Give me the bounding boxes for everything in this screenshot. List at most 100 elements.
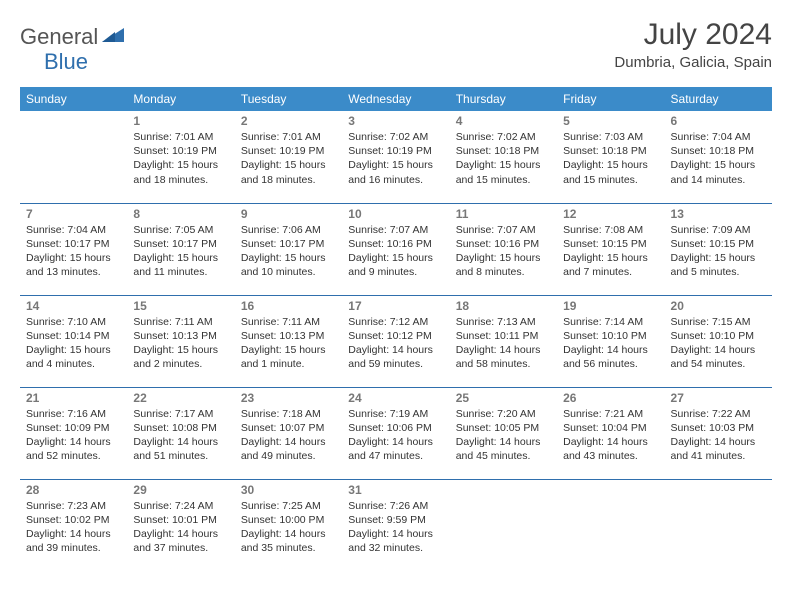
calendar-cell: 10Sunrise: 7:07 AMSunset: 10:16 PMDaylig… <box>342 203 449 295</box>
day-dl1: Daylight: 15 hours <box>133 343 228 357</box>
day-sr: Sunrise: 7:13 AM <box>456 315 551 329</box>
day-dl1: Daylight: 14 hours <box>456 435 551 449</box>
day-ss: Sunset: 10:17 PM <box>133 237 228 251</box>
calendar-row: 1Sunrise: 7:01 AMSunset: 10:19 PMDayligh… <box>20 111 772 203</box>
day-sr: Sunrise: 7:02 AM <box>348 130 443 144</box>
day-info: Sunrise: 7:02 AMSunset: 10:18 PMDaylight… <box>456 130 551 187</box>
day-info: Sunrise: 7:19 AMSunset: 10:06 PMDaylight… <box>348 407 443 464</box>
day-ss: Sunset: 10:17 PM <box>26 237 121 251</box>
calendar-cell: 30Sunrise: 7:25 AMSunset: 10:00 PMDaylig… <box>235 479 342 571</box>
day-dl2: and 51 minutes. <box>133 449 228 463</box>
day-dl2: and 52 minutes. <box>26 449 121 463</box>
day-info: Sunrise: 7:18 AMSunset: 10:07 PMDaylight… <box>241 407 336 464</box>
day-dl2: and 10 minutes. <box>241 265 336 279</box>
calendar-cell: 26Sunrise: 7:21 AMSunset: 10:04 PMDaylig… <box>557 387 664 479</box>
day-ss: Sunset: 10:10 PM <box>671 329 766 343</box>
day-dl2: and 18 minutes. <box>241 173 336 187</box>
day-dl1: Daylight: 14 hours <box>671 343 766 357</box>
calendar-cell: 13Sunrise: 7:09 AMSunset: 10:15 PMDaylig… <box>665 203 772 295</box>
day-info: Sunrise: 7:26 AMSunset: 9:59 PMDaylight:… <box>348 499 443 556</box>
day-sr: Sunrise: 7:10 AM <box>26 315 121 329</box>
calendar-cell: 7Sunrise: 7:04 AMSunset: 10:17 PMDayligh… <box>20 203 127 295</box>
day-info: Sunrise: 7:07 AMSunset: 10:16 PMDaylight… <box>456 223 551 280</box>
day-sr: Sunrise: 7:24 AM <box>133 499 228 513</box>
logo-text-general: General <box>20 24 98 50</box>
day-sr: Sunrise: 7:15 AM <box>671 315 766 329</box>
day-sr: Sunrise: 7:20 AM <box>456 407 551 421</box>
day-number: 4 <box>456 114 551 128</box>
day-ss: Sunset: 10:08 PM <box>133 421 228 435</box>
day-number: 11 <box>456 207 551 221</box>
day-dl1: Daylight: 15 hours <box>241 251 336 265</box>
day-dl2: and 18 minutes. <box>133 173 228 187</box>
day-dl2: and 14 minutes. <box>671 173 766 187</box>
day-dl1: Daylight: 15 hours <box>563 158 658 172</box>
calendar-cell: 5Sunrise: 7:03 AMSunset: 10:18 PMDayligh… <box>557 111 664 203</box>
day-info: Sunrise: 7:10 AMSunset: 10:14 PMDaylight… <box>26 315 121 372</box>
day-number: 26 <box>563 391 658 405</box>
day-ss: Sunset: 10:19 PM <box>241 144 336 158</box>
day-dl2: and 54 minutes. <box>671 357 766 371</box>
day-ss: Sunset: 10:18 PM <box>456 144 551 158</box>
day-number: 22 <box>133 391 228 405</box>
day-info: Sunrise: 7:20 AMSunset: 10:05 PMDaylight… <box>456 407 551 464</box>
day-info: Sunrise: 7:09 AMSunset: 10:15 PMDaylight… <box>671 223 766 280</box>
day-number: 18 <box>456 299 551 313</box>
day-ss: Sunset: 10:13 PM <box>241 329 336 343</box>
calendar-cell: 15Sunrise: 7:11 AMSunset: 10:13 PMDaylig… <box>127 295 234 387</box>
day-info: Sunrise: 7:01 AMSunset: 10:19 PMDaylight… <box>133 130 228 187</box>
day-info: Sunrise: 7:03 AMSunset: 10:18 PMDaylight… <box>563 130 658 187</box>
day-dl2: and 37 minutes. <box>133 541 228 555</box>
day-sr: Sunrise: 7:04 AM <box>26 223 121 237</box>
day-dl1: Daylight: 15 hours <box>26 251 121 265</box>
day-dl2: and 13 minutes. <box>26 265 121 279</box>
day-ss: Sunset: 10:19 PM <box>133 144 228 158</box>
day-dl2: and 35 minutes. <box>241 541 336 555</box>
day-sr: Sunrise: 7:09 AM <box>671 223 766 237</box>
weekday-header-row: Sunday Monday Tuesday Wednesday Thursday… <box>20 87 772 111</box>
day-sr: Sunrise: 7:14 AM <box>563 315 658 329</box>
day-info: Sunrise: 7:04 AMSunset: 10:17 PMDaylight… <box>26 223 121 280</box>
day-info: Sunrise: 7:06 AMSunset: 10:17 PMDaylight… <box>241 223 336 280</box>
calendar-cell: 6Sunrise: 7:04 AMSunset: 10:18 PMDayligh… <box>665 111 772 203</box>
day-number: 27 <box>671 391 766 405</box>
calendar-cell: 28Sunrise: 7:23 AMSunset: 10:02 PMDaylig… <box>20 479 127 571</box>
day-ss: Sunset: 10:16 PM <box>348 237 443 251</box>
day-dl1: Daylight: 14 hours <box>348 435 443 449</box>
calendar-cell: 17Sunrise: 7:12 AMSunset: 10:12 PMDaylig… <box>342 295 449 387</box>
calendar-cell <box>557 479 664 571</box>
day-info: Sunrise: 7:25 AMSunset: 10:00 PMDaylight… <box>241 499 336 556</box>
day-ss: Sunset: 10:10 PM <box>563 329 658 343</box>
calendar-cell: 3Sunrise: 7:02 AMSunset: 10:19 PMDayligh… <box>342 111 449 203</box>
day-ss: Sunset: 10:02 PM <box>26 513 121 527</box>
calendar-row: 28Sunrise: 7:23 AMSunset: 10:02 PMDaylig… <box>20 479 772 571</box>
day-number: 10 <box>348 207 443 221</box>
calendar-row: 21Sunrise: 7:16 AMSunset: 10:09 PMDaylig… <box>20 387 772 479</box>
day-number: 15 <box>133 299 228 313</box>
day-dl2: and 15 minutes. <box>456 173 551 187</box>
calendar-cell: 27Sunrise: 7:22 AMSunset: 10:03 PMDaylig… <box>665 387 772 479</box>
logo-triangle-icon <box>102 26 124 45</box>
calendar-cell: 23Sunrise: 7:18 AMSunset: 10:07 PMDaylig… <box>235 387 342 479</box>
day-info: Sunrise: 7:04 AMSunset: 10:18 PMDaylight… <box>671 130 766 187</box>
calendar-cell: 29Sunrise: 7:24 AMSunset: 10:01 PMDaylig… <box>127 479 234 571</box>
day-sr: Sunrise: 7:26 AM <box>348 499 443 513</box>
calendar-cell <box>665 479 772 571</box>
day-dl2: and 41 minutes. <box>671 449 766 463</box>
calendar-cell: 4 Sunrise: 7:02 AMSunset: 10:18 PMDayligh… <box>450 111 557 203</box>
day-dl2: and 47 minutes. <box>348 449 443 463</box>
day-ss: Sunset: 10:06 PM <box>348 421 443 435</box>
day-info: Sunrise: 7:16 AMSunset: 10:09 PMDaylight… <box>26 407 121 464</box>
day-ss: Sunset: 10:00 PM <box>241 513 336 527</box>
day-number: 20 <box>671 299 766 313</box>
calendar-cell: 18Sunrise: 7:13 AMSunset: 10:11 PMDaylig… <box>450 295 557 387</box>
day-sr: Sunrise: 7:02 AM <box>456 130 551 144</box>
calendar-cell: 12Sunrise: 7:08 AMSunset: 10:15 PMDaylig… <box>557 203 664 295</box>
day-dl2: and 49 minutes. <box>241 449 336 463</box>
day-dl2: and 15 minutes. <box>563 173 658 187</box>
day-dl1: Daylight: 15 hours <box>456 158 551 172</box>
weekday-header: Monday <box>127 87 234 111</box>
calendar-cell: 14Sunrise: 7:10 AMSunset: 10:14 PMDaylig… <box>20 295 127 387</box>
day-dl2: and 8 minutes. <box>456 265 551 279</box>
day-info: Sunrise: 7:23 AMSunset: 10:02 PMDaylight… <box>26 499 121 556</box>
